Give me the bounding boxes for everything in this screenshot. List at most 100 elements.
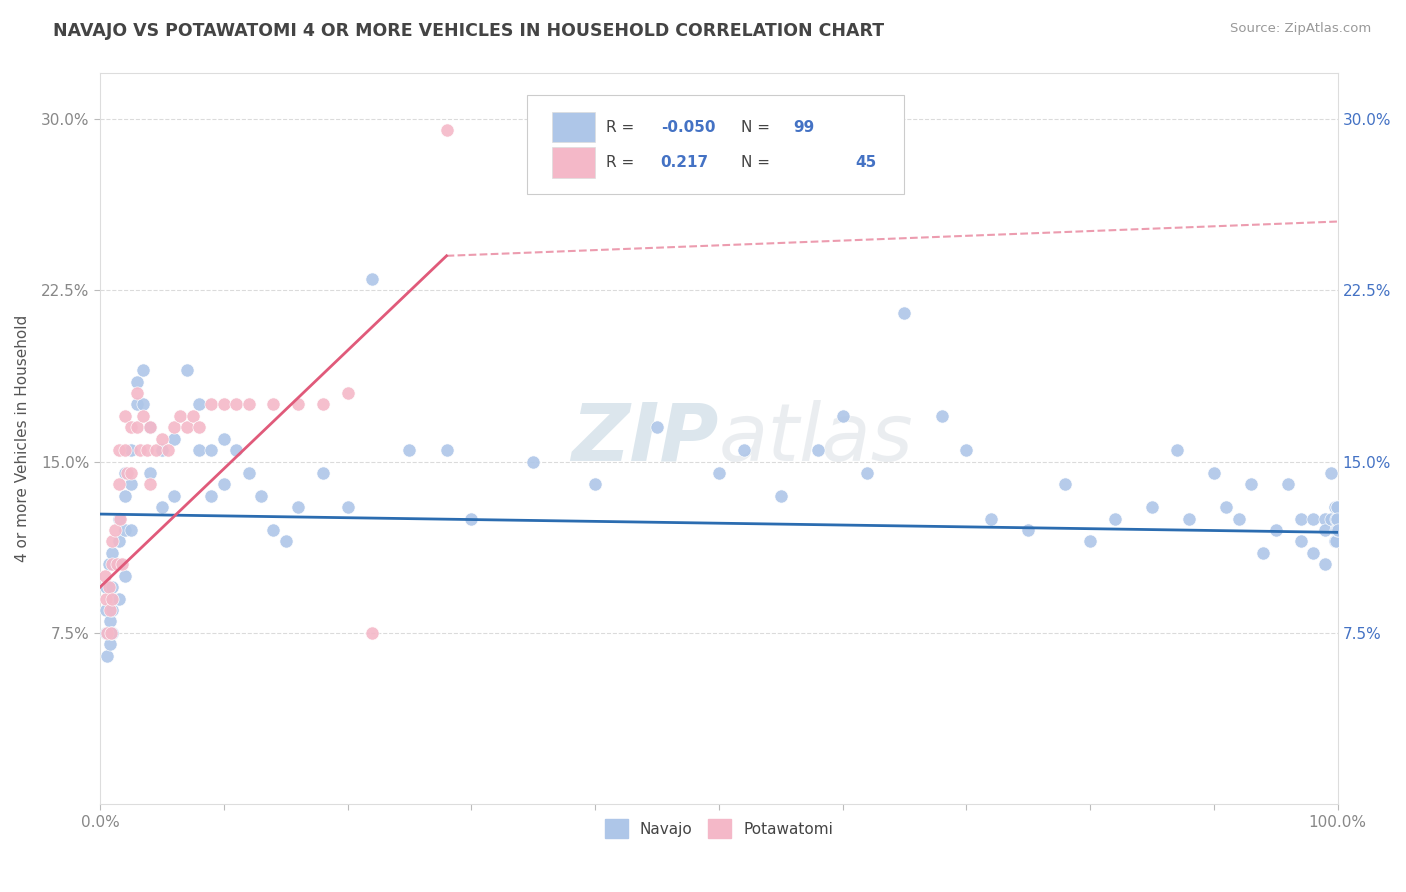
Point <box>225 397 247 411</box>
Point <box>138 477 160 491</box>
Point <box>200 489 222 503</box>
Point <box>98 637 121 651</box>
Point <box>733 443 755 458</box>
Point <box>101 546 124 560</box>
Point <box>101 534 124 549</box>
Point <box>1289 534 1312 549</box>
Point <box>1326 511 1348 525</box>
Point <box>436 443 458 458</box>
Point <box>163 420 186 434</box>
Point <box>108 511 131 525</box>
Point <box>107 477 129 491</box>
Point <box>1215 500 1237 515</box>
Point <box>361 626 384 640</box>
Point <box>96 648 118 663</box>
Point <box>361 271 384 285</box>
Point <box>212 432 235 446</box>
Point <box>138 420 160 434</box>
Point <box>114 523 136 537</box>
Y-axis label: 4 or more Vehicles in Household: 4 or more Vehicles in Household <box>15 315 30 562</box>
Point <box>169 409 191 423</box>
Point <box>132 409 155 423</box>
Text: N =: N = <box>741 154 775 169</box>
Point <box>1326 500 1348 515</box>
Point <box>114 466 136 480</box>
Point <box>107 511 129 525</box>
Point <box>1302 546 1324 560</box>
Point <box>312 466 335 480</box>
Point <box>188 420 211 434</box>
Point <box>136 443 159 458</box>
Point <box>1054 477 1077 491</box>
Point <box>1202 466 1225 480</box>
Point <box>1140 500 1163 515</box>
Point <box>856 466 879 480</box>
Text: -0.050: -0.050 <box>661 120 716 135</box>
Text: 0.217: 0.217 <box>661 154 709 169</box>
Point <box>436 123 458 137</box>
Point <box>100 626 122 640</box>
Point <box>138 466 160 480</box>
Point <box>238 466 260 480</box>
Text: NAVAJO VS POTAWATOMI 4 OR MORE VEHICLES IN HOUSEHOLD CORRELATION CHART: NAVAJO VS POTAWATOMI 4 OR MORE VEHICLES … <box>53 22 884 40</box>
Point <box>1227 511 1250 525</box>
Point <box>188 443 211 458</box>
Point <box>1315 511 1337 525</box>
Point <box>163 489 186 503</box>
Point <box>1315 523 1337 537</box>
Point <box>120 466 142 480</box>
Point <box>120 477 142 491</box>
Point <box>460 511 482 525</box>
Point <box>114 409 136 423</box>
Point <box>212 397 235 411</box>
Text: N =: N = <box>741 120 775 135</box>
Point <box>145 443 167 458</box>
Point <box>1017 523 1039 537</box>
Point <box>1326 500 1348 515</box>
Point <box>117 466 139 480</box>
Point <box>769 489 792 503</box>
Point <box>127 397 149 411</box>
Point <box>163 432 186 446</box>
Point <box>101 580 124 594</box>
Text: R =: R = <box>606 154 640 169</box>
Point <box>96 591 118 606</box>
Point <box>94 568 117 582</box>
Point <box>101 626 124 640</box>
Point <box>1315 558 1337 572</box>
Point <box>200 397 222 411</box>
Point <box>127 375 149 389</box>
Point <box>176 363 198 377</box>
Point <box>181 409 204 423</box>
Point <box>1324 534 1347 549</box>
Point <box>127 420 149 434</box>
Point <box>97 558 120 572</box>
Point <box>1240 477 1263 491</box>
Point <box>101 558 124 572</box>
Point <box>1277 477 1299 491</box>
Point <box>225 443 247 458</box>
Point <box>1326 523 1348 537</box>
FancyBboxPatch shape <box>551 112 595 143</box>
Text: 99: 99 <box>793 120 814 135</box>
Point <box>96 626 118 640</box>
Point <box>114 568 136 582</box>
Point <box>522 454 544 468</box>
Point <box>645 420 668 434</box>
Point <box>100 626 122 640</box>
Point <box>1178 511 1201 525</box>
Point <box>127 386 149 401</box>
Point <box>1324 500 1347 515</box>
Point <box>931 409 953 423</box>
Point <box>96 603 118 617</box>
Point <box>105 558 128 572</box>
Point <box>98 603 121 617</box>
Point <box>120 523 142 537</box>
Point <box>107 591 129 606</box>
Point <box>120 420 142 434</box>
Point <box>287 500 309 515</box>
Point <box>132 397 155 411</box>
Point <box>120 443 142 458</box>
Point <box>1320 511 1343 525</box>
Point <box>262 397 284 411</box>
